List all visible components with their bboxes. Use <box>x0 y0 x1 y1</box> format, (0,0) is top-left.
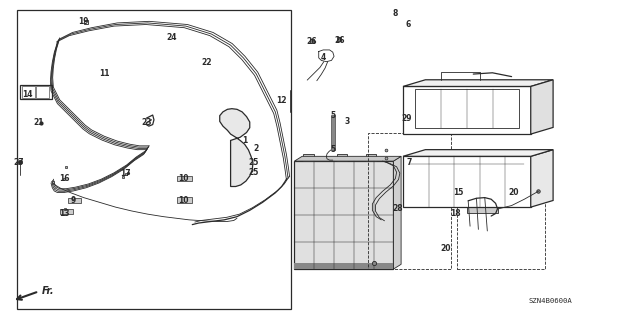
Text: 29: 29 <box>401 114 412 123</box>
Bar <box>415 89 519 128</box>
Text: 11: 11 <box>100 69 110 78</box>
Polygon shape <box>220 109 253 187</box>
Text: 22: 22 <box>201 58 212 67</box>
Text: 21: 21 <box>34 118 44 128</box>
Bar <box>294 161 394 269</box>
Text: 7: 7 <box>406 158 412 167</box>
Text: 19: 19 <box>79 17 89 26</box>
Text: 6: 6 <box>406 20 411 29</box>
Bar <box>467 207 497 213</box>
Bar <box>36 86 49 98</box>
Bar <box>403 86 531 134</box>
Text: 24: 24 <box>166 33 177 42</box>
Text: 26: 26 <box>307 38 317 47</box>
Text: 17: 17 <box>120 169 131 178</box>
Bar <box>366 154 376 161</box>
Polygon shape <box>403 150 553 156</box>
Text: 15: 15 <box>452 188 463 197</box>
Text: 5: 5 <box>330 145 335 154</box>
Bar <box>294 263 394 269</box>
Text: 25: 25 <box>248 168 259 177</box>
Bar <box>22 86 35 98</box>
Text: 23: 23 <box>141 118 152 128</box>
Text: 3: 3 <box>344 117 349 126</box>
Bar <box>177 176 192 182</box>
Text: 13: 13 <box>60 209 70 218</box>
Text: SZN4B0600A: SZN4B0600A <box>529 298 572 304</box>
Text: 2: 2 <box>253 144 259 153</box>
Polygon shape <box>531 150 553 207</box>
Bar <box>303 154 314 161</box>
Bar <box>68 197 81 203</box>
Polygon shape <box>294 156 401 161</box>
Text: 28: 28 <box>392 204 403 213</box>
Text: Fr.: Fr. <box>42 286 55 296</box>
Text: 14: 14 <box>22 90 33 99</box>
Text: 26: 26 <box>334 36 344 45</box>
Text: 27: 27 <box>13 158 24 167</box>
Text: 20: 20 <box>508 188 519 197</box>
Bar <box>403 156 531 207</box>
Polygon shape <box>394 156 401 269</box>
Text: 1: 1 <box>242 136 247 145</box>
Polygon shape <box>531 80 553 134</box>
Bar <box>60 209 73 214</box>
Text: 12: 12 <box>276 96 287 105</box>
Bar <box>368 132 451 269</box>
Bar <box>337 154 348 161</box>
Text: 10: 10 <box>178 174 189 183</box>
Text: 20: 20 <box>440 244 451 253</box>
Bar <box>467 198 497 205</box>
Text: 18: 18 <box>450 209 461 218</box>
Text: 4: 4 <box>321 53 326 62</box>
Text: 25: 25 <box>248 158 259 167</box>
Polygon shape <box>403 80 553 86</box>
Text: 5: 5 <box>330 111 335 120</box>
Bar <box>20 85 52 99</box>
Bar <box>331 115 335 150</box>
Bar <box>458 164 545 269</box>
Text: 16: 16 <box>59 174 69 183</box>
Text: 10: 10 <box>178 196 189 205</box>
Bar <box>177 197 192 203</box>
Text: 9: 9 <box>70 196 76 205</box>
Text: 8: 8 <box>392 9 397 18</box>
